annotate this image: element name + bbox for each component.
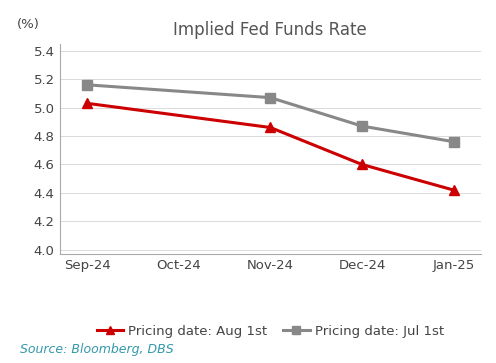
- Pricing date: Aug 1st: (0, 5.03): Aug 1st: (0, 5.03): [84, 101, 90, 106]
- Legend: Pricing date: Aug 1st, Pricing date: Jul 1st: Pricing date: Aug 1st, Pricing date: Jul…: [91, 320, 449, 344]
- Title: Implied Fed Funds Rate: Implied Fed Funds Rate: [174, 21, 367, 39]
- Pricing date: Jul 1st: (3, 4.87): Jul 1st: (3, 4.87): [359, 124, 365, 128]
- Pricing date: Jul 1st: (0, 5.16): Jul 1st: (0, 5.16): [84, 83, 90, 87]
- Pricing date: Jul 1st: (4, 4.76): Jul 1st: (4, 4.76): [451, 139, 457, 144]
- Text: Source: Bloomberg, DBS: Source: Bloomberg, DBS: [20, 343, 174, 356]
- Pricing date: Aug 1st: (2, 4.86): Aug 1st: (2, 4.86): [267, 125, 273, 130]
- Pricing date: Aug 1st: (3, 4.6): Aug 1st: (3, 4.6): [359, 162, 365, 167]
- Pricing date: Jul 1st: (2, 5.07): Jul 1st: (2, 5.07): [267, 95, 273, 100]
- Pricing date: Aug 1st: (4, 4.42): Aug 1st: (4, 4.42): [451, 188, 457, 192]
- Text: (%): (%): [17, 18, 40, 31]
- Line: Pricing date: Aug 1st: Pricing date: Aug 1st: [82, 98, 458, 195]
- Line: Pricing date: Jul 1st: Pricing date: Jul 1st: [82, 80, 458, 147]
